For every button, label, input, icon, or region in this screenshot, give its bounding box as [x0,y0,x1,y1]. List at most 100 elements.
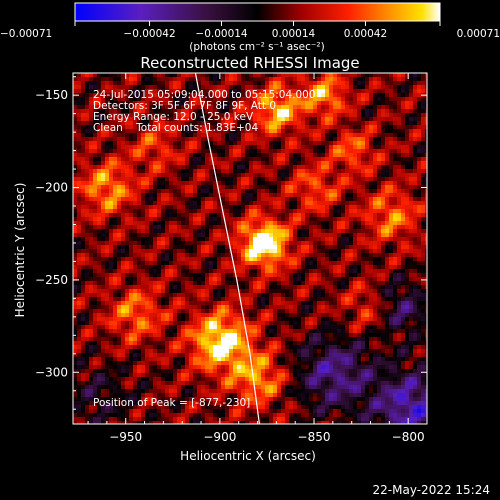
heatmap-cell [249,301,254,306]
heatmap-cell [85,389,90,394]
heatmap-cell [237,417,242,422]
heatmap-cell [265,285,270,290]
heatmap-cell [97,269,102,274]
heatmap-cell [117,345,122,350]
heatmap-cell [169,153,174,158]
heatmap-cell [157,341,162,346]
heatmap-cell [101,317,106,322]
heatmap-cell [289,97,294,102]
heatmap-cell [201,333,206,338]
heatmap-cell [125,201,130,206]
heatmap-cell [237,205,242,210]
heatmap-cell [157,289,162,294]
heatmap-cell [273,413,278,418]
heatmap-cell [257,221,262,226]
heatmap-cell [249,121,254,126]
heatmap-cell [293,377,298,382]
heatmap-cell [173,409,178,414]
heatmap-cell [257,125,262,130]
heatmap-cell [85,197,90,202]
heatmap-cell [197,233,202,238]
heatmap-cell [105,237,110,242]
heatmap-cell [185,289,190,294]
heatmap-cell [89,265,94,270]
heatmap-cell [113,217,118,222]
heatmap-cell [113,177,118,182]
heatmap-cell [141,301,146,306]
heatmap-cell [145,129,150,134]
heatmap-cell [269,205,274,210]
heatmap-cell [161,265,166,270]
heatmap-cell [241,89,246,94]
heatmap-cell [173,301,178,306]
heatmap-cell [273,129,278,134]
heatmap-cell [153,137,158,142]
heatmap-cell [129,117,134,122]
heatmap-cell [101,89,106,94]
heatmap-cell [297,249,302,254]
heatmap-cell [117,141,122,146]
heatmap-cell [233,413,238,418]
heatmap-cell [285,421,290,424]
heatmap-cell [273,373,278,378]
heatmap-cell [281,113,286,118]
heatmap-cell [217,165,222,170]
heatmap-cell [129,109,134,114]
heatmap-cell [145,309,150,314]
heatmap-cell [241,273,246,278]
heatmap-cell [241,81,246,86]
heatmap-cell [297,93,302,98]
heatmap-cell [101,173,106,178]
heatmap-cell [249,257,254,262]
heatmap-cell [113,237,118,242]
heatmap-cell [77,197,82,202]
heatmap-cell [257,305,262,310]
heatmap-cell [221,381,226,386]
heatmap-cell [137,213,142,218]
heatmap-cell [253,173,258,178]
heatmap-cell [261,141,266,146]
heatmap-cell [93,105,98,110]
heatmap-cell [153,233,158,238]
heatmap-cell [141,141,146,146]
heatmap-cell [113,221,118,226]
heatmap-cell [241,77,246,82]
heatmap-cell [145,357,150,362]
heatmap-cell [209,117,214,122]
heatmap-cell [181,241,186,246]
heatmap-cell [121,273,126,278]
heatmap-cell [177,217,182,222]
heatmap-cell [265,193,270,198]
heatmap-cell [149,121,154,126]
heatmap-cell [161,289,166,294]
heatmap-cell [85,169,90,174]
heatmap-cell [181,165,186,170]
heatmap-cell [169,97,174,102]
heatmap-cell [77,273,82,278]
heatmap-cell [233,181,238,186]
heatmap-cell [145,105,150,110]
heatmap-cell [197,385,202,390]
heatmap-cell [133,189,138,194]
heatmap-cell [169,77,174,82]
heatmap-cell [177,73,182,78]
heatmap-cell [217,273,222,278]
heatmap-cell [241,329,246,334]
heatmap-cell [105,109,110,114]
heatmap-cell [169,205,174,210]
heatmap-cell [225,221,230,226]
heatmap-cell [253,373,258,378]
heatmap-cell [201,269,206,274]
heatmap-cell [153,245,158,250]
heatmap-cell [265,281,270,286]
heatmap-cell [177,361,182,366]
heatmap-cell [137,253,142,258]
heatmap-cell [157,109,162,114]
heatmap-cell [221,337,226,342]
heatmap-cell [105,89,110,94]
heatmap-cell [105,349,110,354]
heatmap-cell [181,389,186,394]
heatmap-cell [285,213,290,218]
heatmap-cell [101,169,106,174]
heatmap-cell [113,241,118,246]
